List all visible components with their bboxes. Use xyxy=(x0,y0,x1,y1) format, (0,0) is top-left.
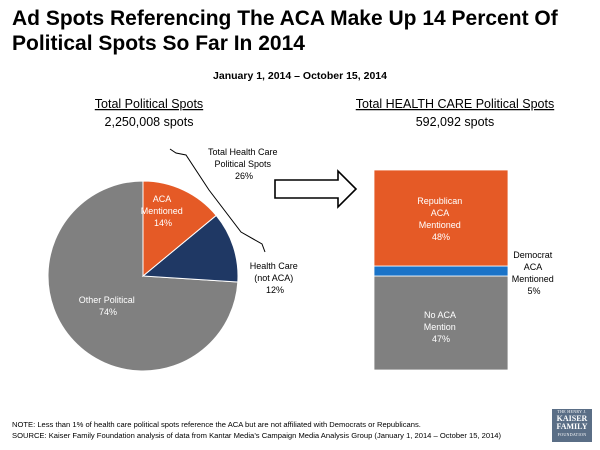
pie-slice-health-care xyxy=(141,214,239,283)
pie-label-other: Other Political 74% xyxy=(79,295,138,317)
kff-logo: THE HENRY J. KAISER FAMILY FOUNDATION xyxy=(552,409,592,442)
bar-segment-republican xyxy=(373,169,509,267)
bar-segment-democrat xyxy=(373,265,509,277)
footnotes: NOTE: Less than 1% of health care politi… xyxy=(12,419,542,441)
bar-label-democrat: Democrat ACA Mentioned 5% xyxy=(512,250,557,296)
bar-subtitle: 592,092 spots xyxy=(416,115,495,129)
bar-label-republican: Republican ACA Mentioned 48% xyxy=(417,196,465,242)
source-text: SOURCE: Kaiser Family Foundation analysi… xyxy=(12,431,502,440)
logo-line-3: FAMILY xyxy=(556,422,588,431)
pie-title: Total Political Spots xyxy=(95,97,203,111)
logo-line-2: KAISER xyxy=(556,414,588,423)
bar-title: Total HEALTH CARE Political Spots xyxy=(356,97,554,111)
arrow-icon xyxy=(274,169,358,209)
note-text: NOTE: Less than 1% of health care politi… xyxy=(12,420,421,429)
pie-slice-aca-mentioned xyxy=(142,180,217,278)
page-title: Ad Spots Referencing The ACA Make Up 14 … xyxy=(12,7,558,55)
chart-area: Total Political Spots 2,250,008 spots To… xyxy=(47,97,557,372)
bar-label-no-aca: No ACA Mention 47% xyxy=(424,310,459,344)
bracket-label: Total Health Care Political Spots 26% xyxy=(208,147,280,181)
pie-label-health-care: Health Care (not ACA) 12% xyxy=(250,261,301,295)
pie-subtitle: 2,250,008 spots xyxy=(105,115,194,129)
bar-segment-no-aca xyxy=(373,275,509,371)
bracket-health-care xyxy=(169,148,266,253)
logo-line-1: THE HENRY J. xyxy=(557,409,587,414)
logo-line-4: FOUNDATION xyxy=(557,432,587,437)
pie-label-aca: ACA Mentioned 14% xyxy=(141,194,186,228)
date-range: January 1, 2014 – October 15, 2014 xyxy=(213,70,387,82)
pie-chart xyxy=(47,180,239,372)
